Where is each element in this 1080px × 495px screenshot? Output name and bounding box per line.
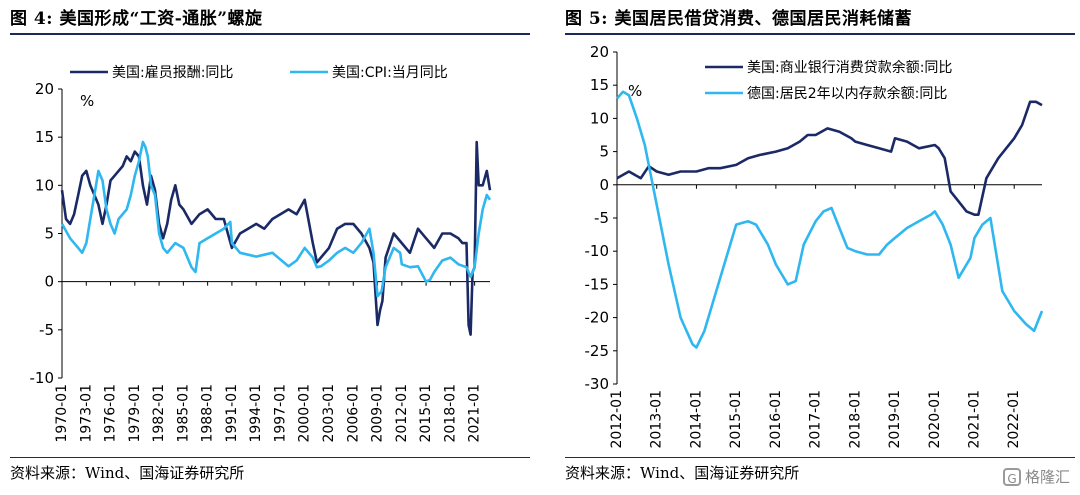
chart-1-x-tick-label: 2013-01 [649,390,665,449]
chart-0-x-tick-label: 2018-01 [442,384,458,443]
chart-0-y-tick-label: 20 [35,80,54,98]
watermark-logo-icon: G [1002,467,1021,486]
chart-1-x-tick-label: 2014-01 [688,390,704,449]
left-source-rule [10,457,530,458]
chart-0-x-tick-label: 2021-01 [467,384,483,443]
chart-0-x-tick-label: 1979-01 [127,384,143,443]
right-title-rule [565,33,1075,35]
chart-1-y-tick-label: 0 [599,176,609,194]
chart-1-series-1-line [616,90,1044,349]
chart-1-x-tick-label: 2018-01 [847,390,863,449]
chart-0-x-tick-label: 2003-01 [321,384,337,443]
chart-0-x-tick-label: 2012-01 [394,384,410,443]
chart-0-x-tick-label: 2009-01 [370,384,386,443]
chart-0-y-tick-label: 0 [44,273,54,291]
chart-0-y-tick-label: -10 [30,369,55,387]
chart-1-y-tick-label: -10 [585,242,610,260]
chart-0-x-tick-label: 2015-01 [418,384,434,443]
chart-0-x-tick-label: 1994-01 [248,384,264,443]
chart-1-x-tick-label: 2016-01 [768,390,784,449]
chart-1-x-tick-label: 2017-01 [808,390,824,449]
chart-1-y-tick-label: -15 [585,275,610,293]
chart-1-y-tick-label: -20 [585,309,610,327]
right-source-rule [565,457,1075,458]
chart-1-y-tick-label: -5 [594,209,609,227]
chart-1-y-tick-label: 5 [599,143,609,161]
chart-0-series-1-line [60,140,492,298]
chart-0-series-0-line [60,140,492,336]
chart-0-y-tick-label: 10 [35,176,54,194]
chart-1-y-tick-label: 20 [590,43,609,61]
chart-1-series-0-line [616,100,1043,216]
chart-0-x-tick-label: 1982-01 [151,384,167,443]
chart-1-legend-label-1: 德国:居民2年以内存款余额:同比 [747,85,947,102]
chart-1-y-tick-label: 15 [590,76,609,94]
watermark-text: 格隆汇 [1024,468,1070,486]
chart-0-x-tick-label: 1997-01 [272,384,288,443]
chart-0-x-tick-label: 2000-01 [297,384,313,443]
chart-1-x-tick-label: 2020-01 [927,390,943,449]
chart-1-unit-label: % [628,82,642,100]
chart-0-y-tick-label: -5 [39,321,54,339]
chart-0-x-tick-label: 2006-01 [345,384,361,443]
chart-1-y-tick-label: -25 [585,342,610,360]
chart-0-x-tick-label: 1988-01 [200,384,216,443]
chart-1-x-tick-label: 2019-01 [887,390,903,449]
left-source-note: 资料来源：Wind、国海证券研究所 [10,464,245,482]
chart-0-y-tick-label: 5 [44,225,54,243]
chart-0-x-tick-label: 1985-01 [175,384,191,443]
chart-0-unit-label: % [80,92,94,110]
watermark: G 格隆汇 [1002,466,1070,487]
chart-0-x-tick-label: 1970-01 [54,384,70,443]
chart-1-legend-label-0: 美国:商业银行消费贷款余额:同比 [747,59,952,76]
right-figure-title: 图 5: 美国居民借贷消费、德国居民消耗储蓄 [565,9,912,29]
chart-0-x-tick-label: 1976-01 [103,384,119,443]
chart-1-x-tick-label: 2022-01 [1006,390,1022,449]
chart-0-y-tick-label: 15 [35,128,54,146]
chart-1-x-tick-label: 2021-01 [966,390,982,449]
chart-1-y-tick-label: 10 [590,109,609,127]
left-title-rule [10,33,530,35]
chart-1-x-tick-label: 2012-01 [609,390,625,449]
chart-0-legend-label-1: 美国:CPI:当月同比 [332,65,448,81]
chart-1-x-tick-label: 2015-01 [728,390,744,449]
chart-0-x-tick-label: 1973-01 [78,384,94,443]
chart-1-y-tick-label: -30 [585,375,610,393]
chart-0-legend-label-0: 美国:雇员报酬:同比 [112,64,233,81]
chart-0-x-tick-label: 1991-01 [224,384,240,443]
left-figure-title: 图 4: 美国形成“工资-通胀”螺旋 [10,9,263,29]
right-source-note: 资料来源：Wind、国海证券研究所 [565,464,800,482]
